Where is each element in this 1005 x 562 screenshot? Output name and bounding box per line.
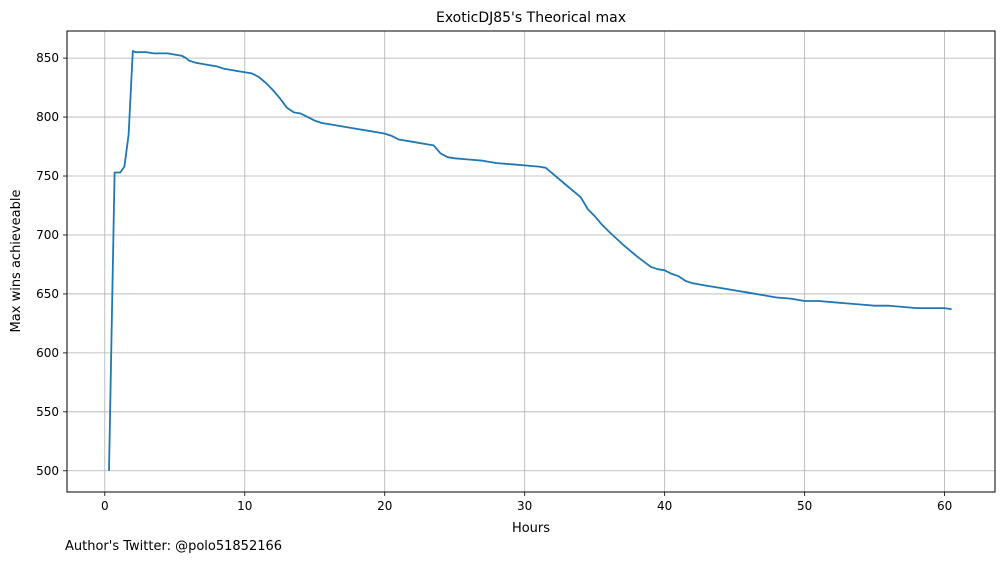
x-tick-label: 60 [937,499,952,513]
y-axis-label: Max wins achieveable [9,190,24,333]
x-tick-label: 40 [657,499,672,513]
y-axis-ticks: 500 550 600 650 700 750 800 850 [36,51,67,478]
y-tick-label: 550 [36,405,59,419]
x-tick-label: 20 [377,499,392,513]
x-tick-label: 10 [237,499,252,513]
y-tick-label: 650 [36,287,59,301]
y-tick-label: 700 [36,228,59,242]
x-axis-label: Hours [512,521,550,536]
x-axis-ticks: 0 10 20 30 40 50 60 [101,492,952,513]
y-tick-label: 750 [36,169,59,183]
grid-lines [67,31,995,492]
x-tick-label: 0 [101,499,109,513]
author-credit: Author's Twitter: @polo51852166 [65,539,282,554]
chart-title: ExoticDJ85's Theorical max [436,10,626,26]
y-tick-label: 800 [36,110,59,124]
y-tick-label: 850 [36,51,59,65]
x-tick-label: 50 [797,499,812,513]
series-line [108,50,952,471]
plot-frame [66,30,996,493]
y-tick-label: 500 [36,464,59,478]
x-tick-label: 30 [517,499,532,513]
y-tick-label: 600 [36,346,59,360]
